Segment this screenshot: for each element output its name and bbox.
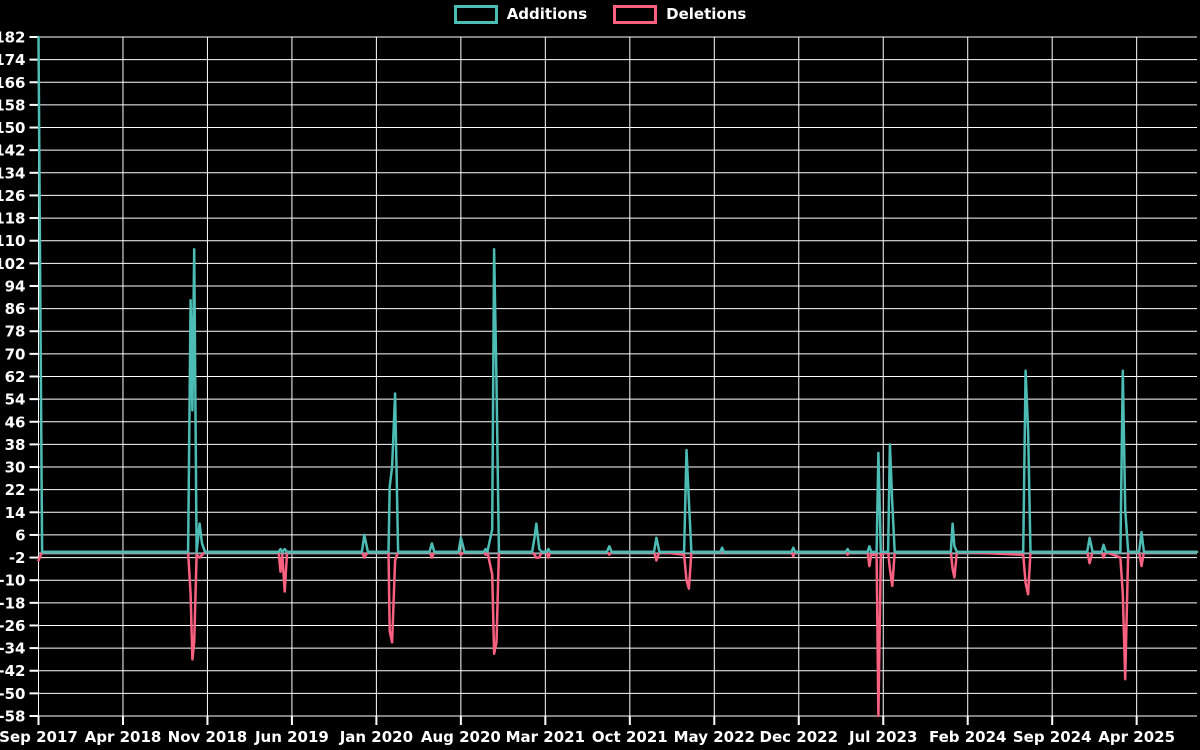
y-axis-label: 134: [0, 164, 26, 182]
y-axis-label: 70: [5, 345, 26, 363]
x-axis-label: Apr 2018: [85, 728, 162, 746]
y-axis-label: -26: [0, 617, 26, 635]
y-axis-label: 54: [5, 391, 26, 409]
y-axis-label: 46: [5, 413, 26, 431]
y-axis-label: -34: [0, 640, 26, 658]
legend-label-additions: Additions: [506, 5, 588, 23]
y-axis-label: 110: [0, 232, 26, 250]
series-additions[interactable]: [37, 35, 1199, 554]
x-axis-label: Mar 2021: [506, 728, 585, 746]
y-axis-label: -58: [0, 708, 26, 726]
y-axis-label: 78: [5, 323, 26, 341]
x-axis-label: Sep 2024: [1013, 728, 1092, 746]
y-axis-label: 150: [0, 119, 26, 137]
y-axis-label: 158: [0, 96, 26, 114]
y-axis-label: -2: [9, 549, 26, 567]
y-axis-label: 94: [5, 277, 26, 295]
y-axis-label: 62: [5, 368, 26, 386]
legend-label-deletions: Deletions: [666, 5, 747, 23]
y-axis-label: 142: [0, 142, 26, 160]
y-axis-label: 126: [0, 187, 26, 205]
x-axis-label: Oct 2021: [592, 728, 668, 746]
deletions-swatch-icon: [613, 5, 658, 24]
x-axis-label: Apr 2025: [1098, 728, 1175, 746]
y-axis-label: 86: [5, 300, 26, 318]
y-axis-label: 6: [15, 526, 25, 544]
y-axis-label: 182: [0, 29, 26, 47]
y-axis-label: 118: [0, 210, 26, 228]
y-axis-label: 174: [0, 51, 26, 69]
legend-item-deletions[interactable]: Deletions: [613, 5, 746, 24]
x-axis-label: Feb 2024: [929, 728, 1007, 746]
x-axis-label: May 2022: [674, 728, 755, 746]
additions-swatch-icon: [453, 5, 498, 24]
y-axis-label: -10: [0, 572, 26, 590]
y-axis-label: 30: [5, 459, 26, 477]
y-axis-label: -42: [0, 662, 26, 680]
y-axis-label: 166: [0, 74, 26, 92]
y-axis-label: 38: [5, 436, 26, 454]
x-axis-label: Nov 2018: [168, 728, 248, 746]
x-axis-label: Jun 2019: [254, 728, 329, 746]
y-axis-label: -50: [0, 685, 26, 703]
x-axis-label: Dec 2022: [760, 728, 839, 746]
x-axis-label: Jul 2023: [848, 728, 917, 746]
chart-legend: Additions Deletions: [0, 5, 1200, 24]
y-axis-label: -18: [0, 594, 26, 612]
y-axis-label: 14: [5, 504, 26, 522]
x-axis-label: Aug 2020: [421, 728, 501, 746]
y-axis-label: 22: [5, 481, 26, 499]
y-axis-label: 102: [0, 255, 26, 273]
x-axis-label: Sep 2017: [0, 728, 78, 746]
series-deletions[interactable]: [37, 550, 1199, 718]
x-axis-label: Jan 2020: [339, 728, 413, 746]
legend-item-additions[interactable]: Additions: [453, 5, 588, 24]
